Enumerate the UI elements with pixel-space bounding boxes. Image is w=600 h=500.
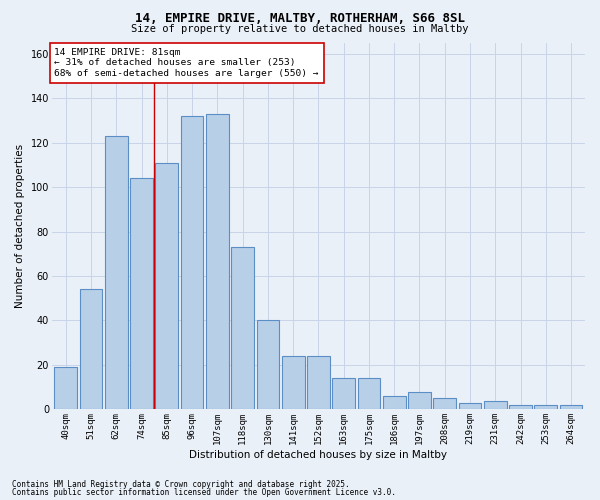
- Bar: [282, 356, 305, 410]
- Y-axis label: Number of detached properties: Number of detached properties: [15, 144, 25, 308]
- Bar: [560, 405, 583, 409]
- Bar: [433, 398, 456, 409]
- Bar: [80, 290, 103, 410]
- Bar: [408, 392, 431, 409]
- Bar: [55, 367, 77, 410]
- Text: Contains public sector information licensed under the Open Government Licence v3: Contains public sector information licen…: [12, 488, 396, 497]
- Text: 14 EMPIRE DRIVE: 81sqm
← 31% of detached houses are smaller (253)
68% of semi-de: 14 EMPIRE DRIVE: 81sqm ← 31% of detached…: [55, 48, 319, 78]
- Bar: [257, 320, 279, 410]
- X-axis label: Distribution of detached houses by size in Maltby: Distribution of detached houses by size …: [190, 450, 448, 460]
- Bar: [231, 247, 254, 410]
- Text: 14, EMPIRE DRIVE, MALTBY, ROTHERHAM, S66 8SL: 14, EMPIRE DRIVE, MALTBY, ROTHERHAM, S66…: [135, 12, 465, 26]
- Bar: [206, 114, 229, 410]
- Bar: [307, 356, 330, 410]
- Text: Contains HM Land Registry data © Crown copyright and database right 2025.: Contains HM Land Registry data © Crown c…: [12, 480, 350, 489]
- Bar: [358, 378, 380, 410]
- Bar: [130, 178, 153, 410]
- Text: Size of property relative to detached houses in Maltby: Size of property relative to detached ho…: [131, 24, 469, 34]
- Bar: [458, 402, 481, 409]
- Bar: [383, 396, 406, 409]
- Bar: [332, 378, 355, 410]
- Bar: [484, 400, 506, 409]
- Bar: [509, 405, 532, 409]
- Bar: [535, 405, 557, 409]
- Bar: [181, 116, 203, 410]
- Bar: [105, 136, 128, 409]
- Bar: [155, 162, 178, 410]
